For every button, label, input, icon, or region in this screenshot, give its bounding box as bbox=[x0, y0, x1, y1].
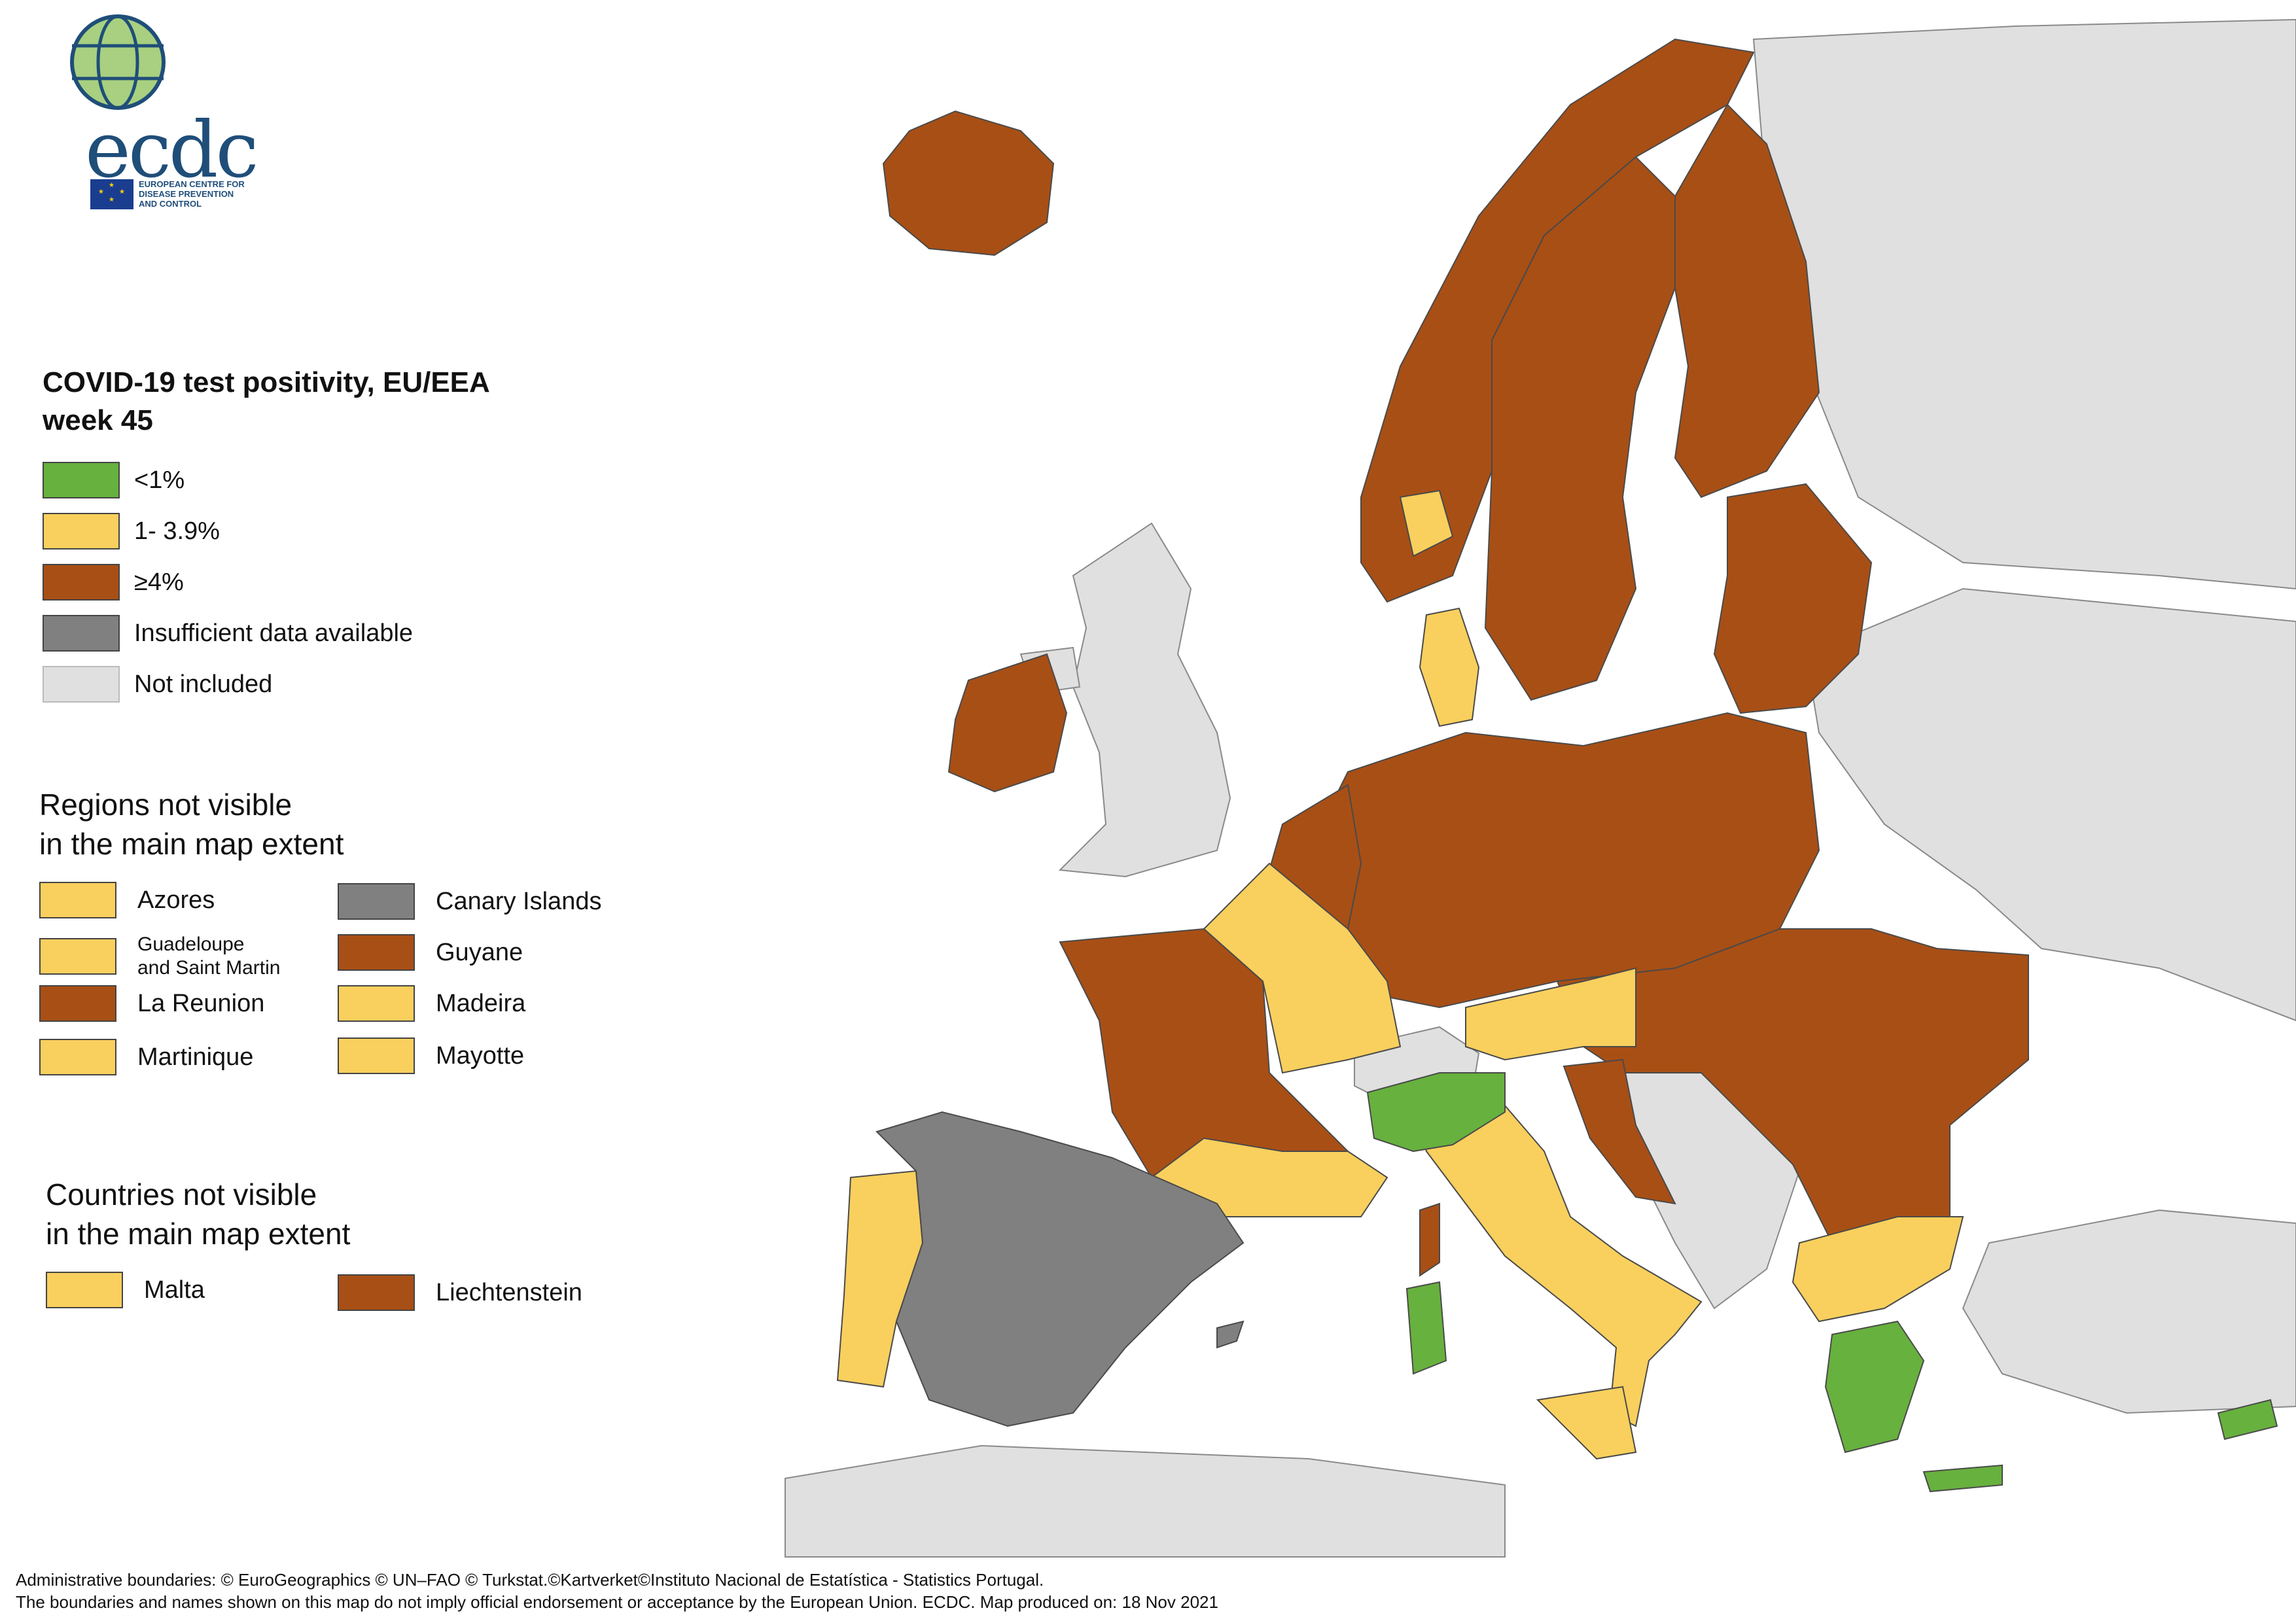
legend-item-ge4: ≥4% bbox=[43, 564, 184, 601]
legend-label: Not included bbox=[134, 670, 273, 698]
region-label: Guadeloupe and Saint Martin bbox=[137, 933, 281, 979]
region-sardinia[interactable] bbox=[1405, 1281, 1447, 1375]
legend-swatch bbox=[338, 1037, 415, 1074]
region-label: Martinique bbox=[137, 1043, 254, 1071]
region-label: La Reunion bbox=[137, 990, 265, 1017]
region-sweden[interactable] bbox=[1484, 156, 1676, 701]
region-ireland[interactable] bbox=[947, 653, 1068, 793]
legend-swatch bbox=[338, 1274, 415, 1311]
region-item-guadeloupe: Guadeloupe and Saint Martin bbox=[39, 933, 280, 980]
legend-swatch bbox=[338, 985, 415, 1022]
eu-flag-icon: ★ ★ ★ ★ bbox=[90, 179, 133, 209]
region-finland[interactable] bbox=[1674, 103, 1820, 498]
legend-swatch bbox=[338, 934, 415, 971]
legend-item-1to39: 1- 3.9% bbox=[43, 513, 220, 549]
region-italy-northwest[interactable] bbox=[1366, 1072, 1506, 1153]
region-label: Guyane bbox=[436, 939, 523, 966]
legend-label: ≥4% bbox=[134, 568, 184, 596]
region-label: Liechtenstein bbox=[436, 1279, 582, 1306]
region-north-africa[interactable] bbox=[785, 1444, 1506, 1558]
legend-swatch bbox=[43, 564, 120, 601]
legend-swatch bbox=[338, 883, 415, 920]
legend-label: Insufficient data available bbox=[134, 619, 414, 647]
region-denmark[interactable] bbox=[1419, 607, 1480, 727]
region-item-mayotte: Mayotte bbox=[338, 1037, 524, 1074]
map-footer: Administrative boundaries: © EuroGeograp… bbox=[16, 1569, 1218, 1613]
region-item-la-reunion: La Reunion bbox=[39, 985, 264, 1022]
region-item-guyane: Guyane bbox=[338, 934, 523, 971]
region-france-northeast[interactable] bbox=[1203, 862, 1402, 1074]
legend-title: COVID-19 test positivity, EU/EEA week 45 bbox=[43, 366, 490, 436]
region-central-east[interactable] bbox=[1556, 928, 2029, 1244]
countries-section-title: Countries not visible in the main map ex… bbox=[46, 1177, 351, 1251]
legend-swatch bbox=[39, 1039, 116, 1075]
regions-section-title: Regions not visible in the main map exte… bbox=[39, 788, 344, 861]
region-baltics[interactable] bbox=[1713, 483, 1873, 714]
footer-disclaimer: The boundaries and names shown on this m… bbox=[16, 1592, 1218, 1612]
region-item-madeira: Madeira bbox=[338, 985, 525, 1022]
region-crete[interactable] bbox=[1922, 1464, 2003, 1493]
region-russia-north[interactable] bbox=[1752, 18, 2296, 590]
region-item-azores: Azores bbox=[39, 882, 215, 918]
globe-icon bbox=[70, 14, 166, 110]
legend-swatch bbox=[43, 666, 120, 703]
region-iceland[interactable] bbox=[882, 110, 1055, 256]
legend-swatch bbox=[43, 462, 120, 498]
legend-label: <1% bbox=[134, 466, 185, 494]
legend-item-insufficient: Insufficient data available bbox=[43, 615, 413, 652]
ecdc-logo: ecdc ★ ★ ★ ★ EUROPEAN CENTRE FOR DISEASE P… bbox=[39, 13, 275, 209]
region-turkey[interactable] bbox=[1962, 1209, 2296, 1414]
region-label: Malta bbox=[144, 1276, 205, 1304]
region-item-canary-islands: Canary Islands bbox=[338, 883, 601, 920]
region-croatia[interactable] bbox=[1563, 1058, 1676, 1205]
region-corsica[interactable] bbox=[1419, 1202, 1440, 1277]
region-east-europe[interactable] bbox=[1805, 587, 2296, 1022]
region-italy[interactable] bbox=[1412, 1104, 1703, 1427]
country-item-malta: Malta bbox=[46, 1272, 205, 1308]
region-label: Mayotte bbox=[436, 1042, 525, 1070]
region-cyprus[interactable] bbox=[2217, 1399, 2278, 1440]
legend-swatch bbox=[39, 882, 116, 918]
region-norway-oslo[interactable] bbox=[1399, 489, 1454, 557]
region-greece-north[interactable] bbox=[1792, 1216, 1964, 1323]
logo-subtitle: EUROPEAN CENTRE FOR DISEASE PREVENTION A… bbox=[139, 179, 245, 209]
country-item-liechtenstein: Liechtenstein bbox=[338, 1274, 582, 1311]
legend-item-not-included: Not included bbox=[43, 666, 272, 703]
region-label: Canary Islands bbox=[436, 888, 602, 915]
region-spain[interactable] bbox=[875, 1111, 1245, 1427]
region-sicily[interactable] bbox=[1536, 1386, 1637, 1460]
footer-attribution: Administrative boundaries: © EuroGeograp… bbox=[16, 1570, 1044, 1590]
legend-item-lt1: <1% bbox=[43, 462, 185, 498]
region-balearic[interactable] bbox=[1216, 1320, 1245, 1349]
legend-label: 1- 3.9% bbox=[134, 517, 220, 545]
region-greece-south[interactable] bbox=[1824, 1320, 1925, 1454]
region-label: Madeira bbox=[436, 990, 526, 1017]
region-item-martinique: Martinique bbox=[39, 1039, 253, 1075]
legend-swatch bbox=[43, 615, 120, 652]
region-united-kingdom[interactable] bbox=[1058, 522, 1231, 878]
region-austria[interactable] bbox=[1465, 967, 1636, 1061]
legend-swatch bbox=[39, 985, 116, 1022]
region-label: Azores bbox=[137, 886, 215, 914]
legend-swatch bbox=[46, 1272, 123, 1308]
legend-swatch bbox=[43, 513, 120, 549]
legend-swatch bbox=[39, 938, 116, 975]
